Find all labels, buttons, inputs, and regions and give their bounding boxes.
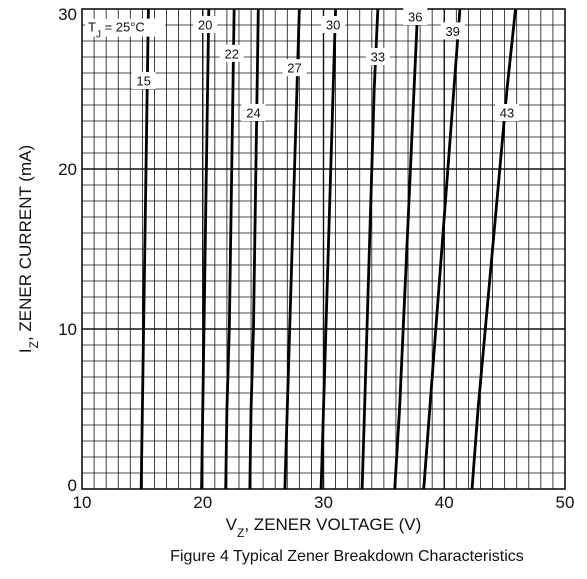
curve-label-20: 20: [193, 16, 218, 33]
curve-label-36: 36: [403, 8, 428, 25]
curve-label-30: 30: [321, 16, 346, 33]
y-tick-label: 10: [58, 320, 77, 339]
curve-label-bg: [282, 59, 307, 77]
y-tick-label: 0: [68, 476, 77, 495]
y-axis-title-rest: , ZENER CURRENT (mA): [16, 145, 35, 341]
x-axis-title: VZ, ZENER VOLTAGE (V): [226, 515, 422, 540]
curve-22: [224, 8, 236, 490]
curve-label-bg: [219, 44, 244, 62]
curve-labels: 15 20 22 24 27 30 33 36 39 43: [131, 8, 520, 121]
curve-label-bg: [193, 16, 218, 33]
curve-label-bg: [440, 22, 465, 40]
curve-30: [319, 8, 337, 490]
curve-27: [283, 8, 301, 490]
curve-label-bg: [321, 16, 346, 33]
curve-43: [470, 8, 517, 490]
curve-label-27: 27: [282, 59, 307, 77]
x-axis-title-main: V: [226, 515, 238, 534]
curve-33: [360, 8, 380, 490]
condition-sub: J: [96, 29, 101, 40]
curve-label-24: 24: [241, 104, 266, 121]
curve-39: [422, 8, 462, 490]
y-tick-label: 20: [58, 160, 77, 179]
x-tick-labels: 10 20 30 40 50: [73, 493, 575, 512]
curve-label-text: 22: [224, 46, 238, 61]
x-tick-label: 30: [314, 493, 333, 512]
y-axis-title: IZ, ZENER CURRENT (mA): [16, 145, 41, 353]
condition-rest: = 25°C: [101, 20, 145, 35]
curve-label-15: 15: [131, 72, 156, 89]
curve-label-text: 24: [246, 106, 260, 121]
curve-24: [248, 8, 260, 490]
curve-label-text: 27: [287, 61, 301, 76]
y-axis-title-sub: Z: [27, 341, 41, 348]
curve-label-text: 30: [326, 18, 340, 33]
curve-label-39: 39: [440, 22, 465, 40]
y-tick-label: 30: [58, 5, 77, 24]
condition-text: TJ = 25°C: [88, 20, 145, 40]
temperature-condition-label: TJ = 25°C: [85, 18, 165, 40]
curve-label-text: 39: [445, 24, 459, 39]
x-tick-label: 20: [193, 493, 212, 512]
curve-label-bg: [365, 48, 390, 65]
x-axis-title-sub: Z: [237, 526, 244, 540]
curve-label-text: 43: [500, 106, 514, 121]
figure-caption: Figure 4 Typical Zener Breakdown Charact…: [170, 548, 524, 565]
x-axis-title-rest: , ZENER VOLTAGE (V): [244, 515, 421, 534]
plot-frame: [81, 8, 566, 490]
curve-label-bg: [241, 104, 266, 121]
curve-label-bg: [495, 104, 520, 121]
curve-label-bg: [403, 8, 428, 25]
curve-label-22: 22: [219, 44, 244, 62]
x-tick-label: 10: [73, 493, 92, 512]
curve-label-text: 20: [198, 18, 212, 33]
curve-label-bg: [131, 72, 156, 89]
condition-main: T: [88, 20, 96, 35]
curve-36: [393, 8, 420, 490]
curve-label-text: 15: [136, 74, 150, 89]
x-tick-label: 50: [556, 493, 575, 512]
curve-label-text: 36: [408, 10, 422, 25]
curve-label-33: 33: [365, 48, 390, 65]
y-axis-title-main: I: [16, 348, 35, 353]
x-tick-label: 40: [435, 493, 454, 512]
curve-label-43: 43: [495, 104, 520, 121]
curve-20: [200, 8, 211, 490]
curve-label-text: 33: [371, 50, 385, 65]
y-tick-labels: 0 10 20 30: [58, 5, 77, 495]
